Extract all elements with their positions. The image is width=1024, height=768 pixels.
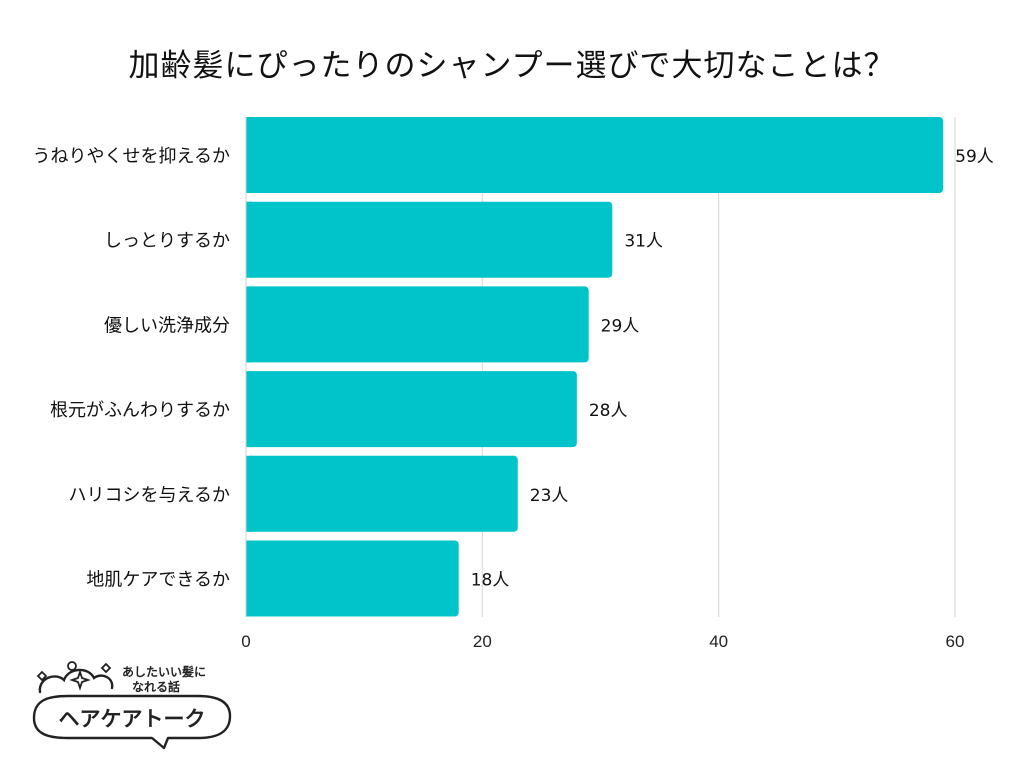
value-label: 28人 [589,401,628,421]
category-label: ハリコシを与えるか [69,485,230,506]
value-label: 23人 [530,486,569,506]
category-label: 根元がふんわりするか [50,400,230,421]
value-labels: 59人 31人 29人 28人 23人 18人 [471,147,994,591]
sparkle-icon [69,669,91,691]
value-label: 59人 [955,147,994,167]
bar-edge [246,286,252,363]
category-label: うねりやくせを抑えるか [33,146,230,167]
category-label: しっとりするか [104,231,230,252]
bar [246,286,589,363]
value-label: 18人 [471,571,510,591]
bars [246,117,944,617]
hair-care-talk-logo: あしたいい髪に なれる話 ヘアケアトーク [18,656,248,756]
bar [246,540,459,617]
sparkle-icon [36,670,48,682]
sparkle-icon [100,662,112,674]
bar [246,117,944,193]
x-tick-label: 20 [473,632,492,651]
value-label: 29人 [601,316,640,336]
logo-tagline-2: なれる話 [132,679,180,694]
bar-edge [246,201,252,278]
bar-edge [246,455,252,532]
bar [246,455,518,532]
logo-name: ヘアケアトーク [59,707,206,731]
category-label: 優しい洗浄成分 [104,315,230,336]
logo-tagline-1: あしたいい髪に [122,664,206,679]
bar-edge [246,117,252,193]
x-tick-label: 40 [709,632,728,651]
gridlines [481,117,956,617]
bar [246,201,613,278]
bar-chart: うねりやくせを抑えるかしっとりするか優しい洗浄成分根元がふんわりするかハリコシを… [33,117,994,651]
x-tick-label: 60 [946,632,965,651]
category-labels: うねりやくせを抑えるかしっとりするか優しい洗浄成分根元がふんわりするかハリコシを… [33,146,230,591]
chart-title: 加齢髪にぴったりのシャンプー選びで大切なことは？ [128,48,896,84]
value-label: 31人 [624,232,663,252]
x-axis-ticks: 0 20 40 60 [241,632,964,651]
bar-edge [246,371,252,448]
bar [246,371,577,448]
bar-edge [246,540,252,617]
category-label: 地肌ケアできるか [86,570,230,591]
x-tick-label: 0 [241,632,250,651]
